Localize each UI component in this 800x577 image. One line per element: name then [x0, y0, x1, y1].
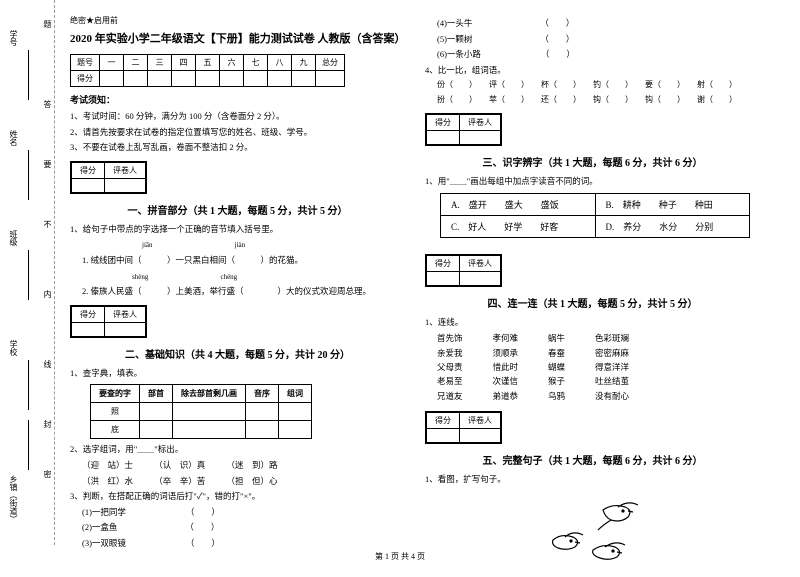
q2-1: 1、查字典，填表。 [70, 367, 405, 381]
score-box: 得分评卷人 [425, 254, 502, 287]
score-box: 得分评卷人 [70, 161, 147, 194]
section-2-title: 二、基础知识（共 4 大题，每题 5 分，共计 20 分） [70, 346, 405, 361]
binding-label: 姓名 [8, 130, 19, 146]
q5: 1、看图，扩写句子。 [425, 473, 760, 487]
binding-label: 班级 [8, 230, 19, 246]
left-column: 绝密★启用前 2020 年实验小学二年级语文【下册】能力测试试卷 人教版（含答案… [60, 15, 415, 540]
binding-label: 学号 [8, 30, 19, 46]
q2-3: 3、判断，在搭配正确的词语后打"✓"，错的打"×"。 [70, 490, 405, 504]
lookup-table: 要查的字 部首 除去部首剩几画 音序 组词 照 底 [90, 384, 312, 439]
binding-label: 学校 [8, 340, 19, 356]
confidential-label: 绝密★启用前 [70, 15, 405, 26]
score-table: 题号 一 二 三 四 五 六 七 八 九 总分 得分 [70, 54, 345, 87]
page-footer: 第 1 页 共 4 页 [0, 551, 800, 562]
q1-line1: 1. 绒线团中间（ ）一只黑白相间（ ）的花猫。 [82, 254, 405, 268]
notice-item: 1、考试时间：60 分钟，满分为 100 分（含卷面分 2 分）。 [70, 110, 405, 124]
q2-2: 2、选字组词，用"＿＿"标出。 [70, 443, 405, 457]
q3: 1、用"＿＿"画出每组中加点字读音不同的词。 [425, 175, 760, 189]
section-1-title: 一、拼音部分（共 1 大题，每题 5 分，共计 5 分） [70, 202, 405, 217]
notice-item: 3、不要在试卷上乱写乱画，卷面不整洁扣 2 分。 [70, 141, 405, 155]
birds-image [533, 495, 653, 575]
binding-label: 乡镇（街道） [8, 475, 19, 523]
lianlian-grid: 首先饰 亲爱我 父母责 老易至 兄道友 孝何难 须顺承 惜此时 次谨信 弟道恭 … [437, 331, 760, 403]
score-box: 得分评卷人 [425, 113, 502, 146]
score-box: 得分评卷人 [425, 411, 502, 444]
section-4-title: 四、连一连（共 1 大题，每题 5 分，共计 5 分） [425, 295, 760, 310]
page-container: 绝密★启用前 2020 年实验小学二年级语文【下册】能力测试试卷 人教版（含答案… [0, 0, 800, 545]
q1-line2: 2. 傣族人民盛（ ）上美酒，举行盛（ ）大的仪式欢迎周总理。 [82, 285, 405, 299]
score-box: 得分评卷人 [70, 305, 147, 338]
section-5-title: 五、完整句子（共 1 大题，每题 6 分，共计 6 分） [425, 452, 760, 467]
q4: 1、连线。 [425, 316, 760, 330]
section-3-title: 三、识字辨字（共 1 大题，每题 6 分，共计 6 分） [425, 154, 760, 169]
zibian-table: A. 盛开 盛大 盛饭 B. 耕种 种子 种田 C. 好人 好学 好客 D. 养… [440, 193, 750, 238]
exam-title: 2020 年实验小学二年级语文【下册】能力测试试卷 人教版（含答案） [70, 30, 405, 46]
q2-4: 4、比一比，组词语。 [425, 64, 760, 78]
notice-head: 考试须知： [70, 93, 405, 106]
binding-margin: 学号 姓名 班级 学校 乡镇（街道） 题 答 要 不 内 线 封 密 [0, 0, 55, 545]
q1: 1、给句子中带点的字选择一个正确的音节填入括号里。 [70, 223, 405, 237]
right-column: (4)一头牛（ ） (5)一颗树（ ） (6)一条小路（ ） 4、比一比，组词语… [415, 15, 770, 540]
notice-item: 2、请首先按要求在试卷的指定位置填写您的姓名、班级、学号。 [70, 126, 405, 140]
